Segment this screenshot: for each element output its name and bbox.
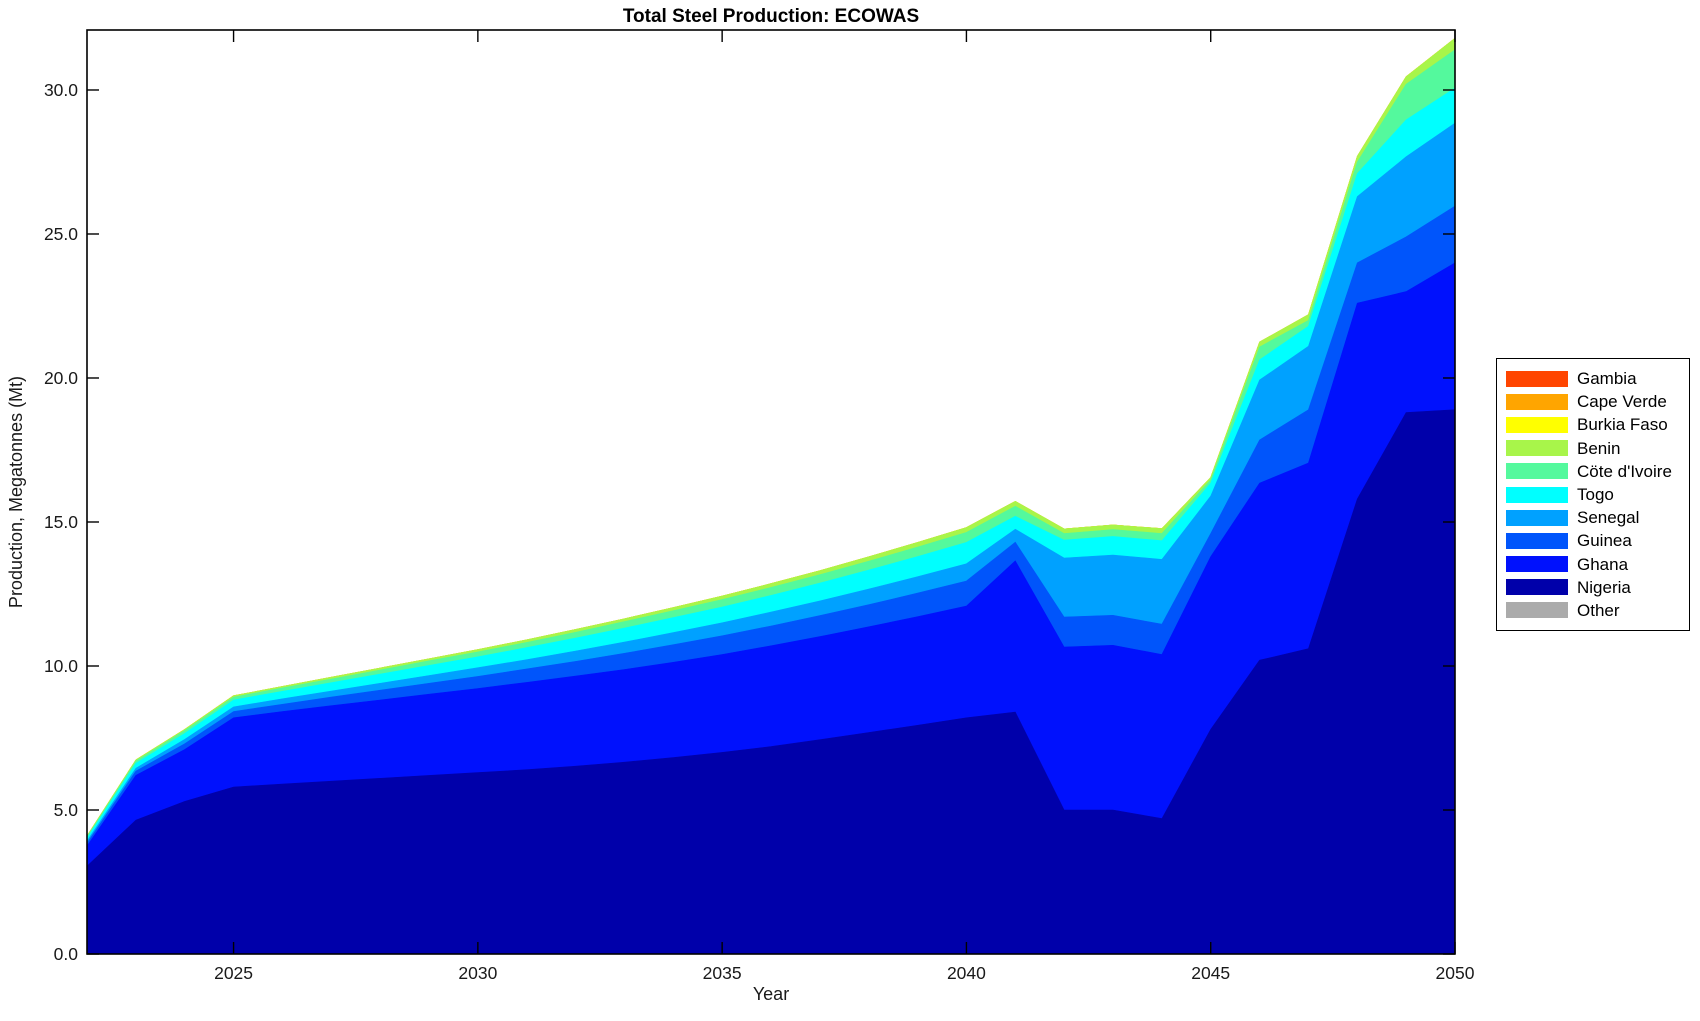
- legend-item-ghana: Ghana: [1506, 553, 1683, 576]
- x-tick-label: 2030: [458, 963, 497, 983]
- plot-box: [86, 29, 1456, 955]
- y-axis-label: Production, Megatonnes (Mt): [6, 376, 26, 608]
- legend-swatch-burkia-faso: [1506, 416, 1568, 433]
- legend-item-guinea: Guinea: [1506, 529, 1683, 552]
- x-axis-label: Year: [752, 984, 790, 1004]
- y-tick-label: 5.0: [54, 800, 79, 820]
- legend-swatch-cape-verde: [1506, 393, 1568, 410]
- tick-labels: 2025 2030 2035 2040 2045 2050 0.0 5.0 10.0 15.0 20…: [44, 80, 1475, 983]
- legend-item-c-te-d-ivoire: Cöte d'Ivoire: [1506, 460, 1683, 483]
- legend-swatch-guinea: [1506, 532, 1568, 549]
- legend-swatch-togo: [1506, 486, 1568, 503]
- legend-item-other: Other: [1506, 599, 1683, 622]
- x-tick-label: 2040: [947, 963, 986, 983]
- legend-item-senegal: Senegal: [1506, 506, 1683, 529]
- stacked-areas: [87, 37, 1455, 954]
- legend-swatch-benin: [1506, 440, 1568, 457]
- area-nigeria: [87, 409, 1455, 954]
- legend-item-gambia: Gambia: [1506, 367, 1683, 390]
- legend-label: Cape Verde: [1577, 392, 1667, 412]
- y-tick-label: 25.0: [44, 224, 78, 244]
- legend-label: Senegal: [1577, 508, 1640, 528]
- legend-label: Nigeria: [1577, 577, 1631, 597]
- legend-swatch-other: [1506, 602, 1568, 619]
- legend-label: Gambia: [1577, 369, 1637, 389]
- legend-item-benin: Benin: [1506, 437, 1683, 460]
- legend-swatch-senegal: [1506, 509, 1568, 526]
- legend: Gambia Cape Verde Burkia Faso Benin Cöte d'I…: [1496, 358, 1690, 632]
- y-tick-label: 20.0: [44, 368, 78, 388]
- legend-swatch-gambia: [1506, 370, 1568, 387]
- y-tick-label: 15.0: [44, 512, 78, 532]
- legend-swatch-ghana: [1506, 556, 1568, 573]
- legend-label: Cöte d'Ivoire: [1577, 461, 1672, 481]
- legend-label: Other: [1577, 600, 1620, 620]
- legend-label: Togo: [1577, 485, 1614, 505]
- legend-label: Benin: [1577, 438, 1621, 458]
- legend-item-togo: Togo: [1506, 483, 1683, 506]
- x-tick-label: 2025: [214, 963, 253, 983]
- y-tick-label: 10.0: [44, 656, 78, 676]
- chart-title: Total Steel Production: ECOWAS: [622, 6, 920, 27]
- legend-item-burkia-faso: Burkia Faso: [1506, 413, 1683, 436]
- legend-swatch-c-te-d-ivoire: [1506, 463, 1568, 480]
- y-tick-label: 30.0: [44, 80, 78, 100]
- legend-swatch-nigeria: [1506, 579, 1568, 596]
- x-tick-label: 2050: [1436, 963, 1475, 983]
- x-tick-label: 2035: [703, 963, 742, 983]
- legend-item-cape-verde: Cape Verde: [1506, 390, 1683, 413]
- y-tick-label: 0.0: [54, 944, 79, 964]
- legend-label: Burkia Faso: [1577, 415, 1668, 435]
- x-tick-label: 2045: [1191, 963, 1230, 983]
- legend-label: Guinea: [1577, 531, 1632, 551]
- legend-label: Ghana: [1577, 554, 1629, 574]
- legend-item-nigeria: Nigeria: [1506, 576, 1683, 599]
